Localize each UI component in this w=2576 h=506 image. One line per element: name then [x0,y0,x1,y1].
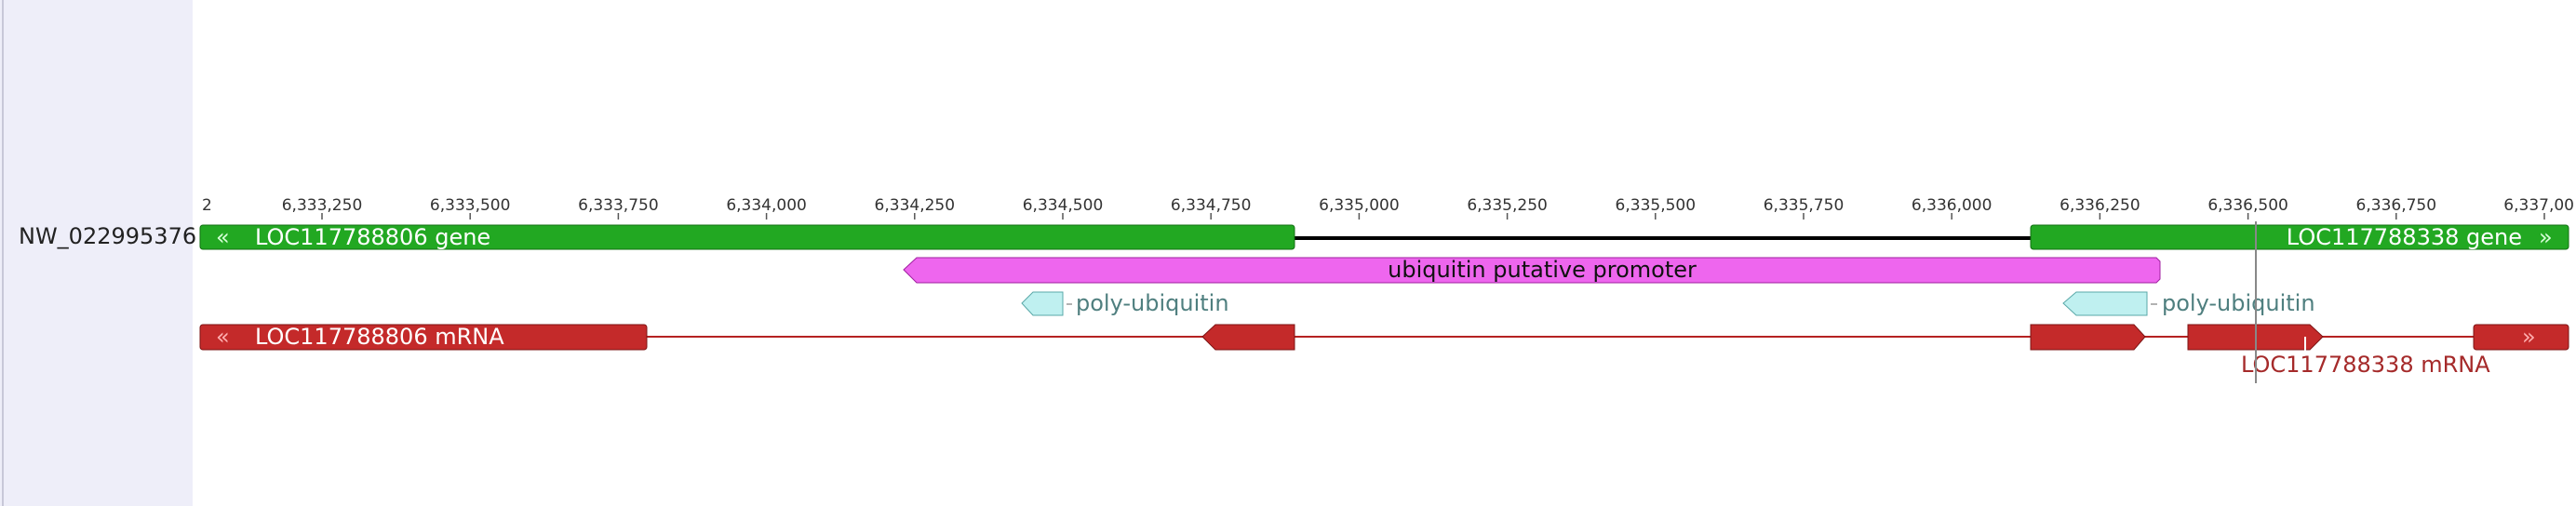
arrow-glyph: « [216,224,230,250]
arrow-glyph: « [216,324,230,350]
ruler: 2 6,333,250 6,333,500 6,333,750 6,334,000 6,3… [202,196,2574,220]
track-label-panel [0,0,193,506]
ruler-label: 6,333,750 [578,196,659,215]
ruler-label: 6,336,750 [2356,196,2437,215]
gene-label: LOC117788806 gene [255,224,490,250]
ruler-label: 6,335,750 [1764,196,1845,215]
mrna-label: LOC117788806 mRNA [255,324,504,350]
ruler-label: 6,335,000 [1319,196,1400,215]
ruler-label: 6,333,250 [282,196,363,215]
mrna-exon [199,324,648,351]
ruler-label: 6,336,000 [1912,196,1992,215]
arrow-glyph: » [2539,224,2553,250]
cds-feature [2062,291,2148,316]
gene-feature [2030,224,2569,250]
ruler-label: 6,334,250 [875,196,956,215]
promoter-label: ubiquitin putative promoter [1388,257,1697,283]
mrna-exon [2030,324,2146,351]
cds-feature [1021,291,1064,316]
gene-feature [199,224,1295,250]
ruler-label: 6,336,500 [2207,196,2288,215]
mrna-exon [2473,324,2569,351]
ruler-label: 2 [202,196,212,215]
arrow-glyph: » [2522,324,2536,350]
ruler-label: 6,337,00 [2503,196,2574,215]
ruler-label: 6,334,750 [1171,196,1252,215]
ruler-label: 6,334,000 [726,196,807,215]
promoter-feature [903,257,2161,284]
cds-label: poly-ubiquitin [2162,290,2315,316]
ruler-label: 6,335,500 [1616,196,1697,215]
ruler-label: 6,336,250 [2059,196,2140,215]
gene-label: LOC117788338 gene [2287,224,2522,250]
cds-label: poly-ubiquitin [1076,290,1229,316]
mrna-label: LOC117788338 mRNA [2241,352,2490,378]
ruler-label: 6,333,500 [430,196,511,215]
mrna-exon [1201,324,1295,351]
ruler-label: 6,335,250 [1467,196,1548,215]
sequence-name: NW_022995376 [19,223,196,249]
ruler-label: 6,334,500 [1023,196,1104,215]
